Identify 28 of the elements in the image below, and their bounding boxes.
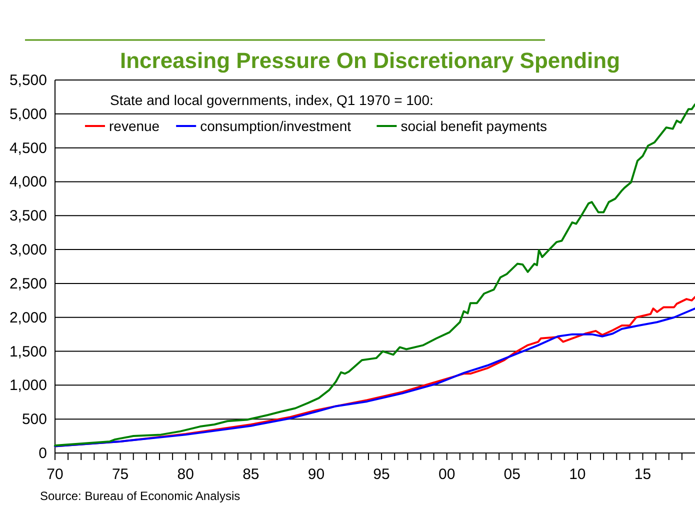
- legend-label: social benefit payments: [400, 118, 548, 134]
- x-tick-label: 85: [242, 466, 260, 483]
- x-tick-label: 00: [438, 466, 456, 483]
- y-tick-label: 4,500: [9, 140, 47, 157]
- x-tick-label: 80: [177, 466, 194, 483]
- y-tick-label: 0: [38, 445, 47, 462]
- x-tick-label: 15: [634, 466, 652, 483]
- x-tick-label: 70: [46, 466, 64, 483]
- legend-label: revenue: [109, 118, 160, 134]
- x-tick-label: 10: [569, 466, 586, 483]
- x-tick-label: 75: [112, 466, 129, 483]
- y-tick-label: 4,000: [9, 174, 47, 191]
- legend-title: State and local governments, index, Q1 1970 = 100:: [110, 92, 434, 108]
- y-tick-label: 2,500: [9, 275, 47, 292]
- legend-label: consumption/investment: [200, 118, 352, 134]
- y-tick-label: 3,000: [9, 242, 47, 259]
- y-tick-label: 3,500: [9, 208, 47, 225]
- y-tick-label: 5,000: [9, 106, 47, 123]
- y-tick-label: 1,500: [9, 343, 47, 360]
- x-tick-label: 90: [308, 466, 325, 483]
- y-tick-label: 1,000: [9, 377, 47, 394]
- y-tick-label: 2,000: [9, 309, 47, 326]
- chart-title: Increasing Pressure On Discretionary Spending: [120, 48, 620, 73]
- x-tick-label: 05: [504, 466, 520, 483]
- x-tick-label: 95: [373, 466, 390, 483]
- y-tick-label: 5,500: [9, 72, 47, 89]
- y-tick-label: 500: [22, 411, 47, 428]
- source-note: Source: Bureau of Economic Analysis: [40, 489, 240, 503]
